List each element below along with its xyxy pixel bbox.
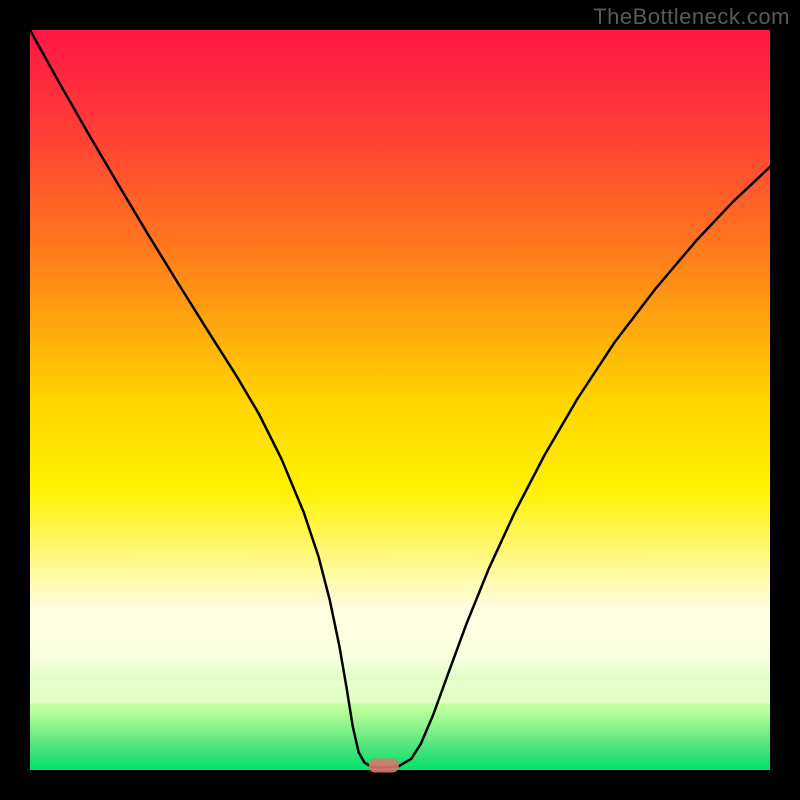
plot-background [30, 30, 770, 770]
bottleneck-chart [0, 0, 800, 800]
optimal-marker [369, 759, 399, 773]
